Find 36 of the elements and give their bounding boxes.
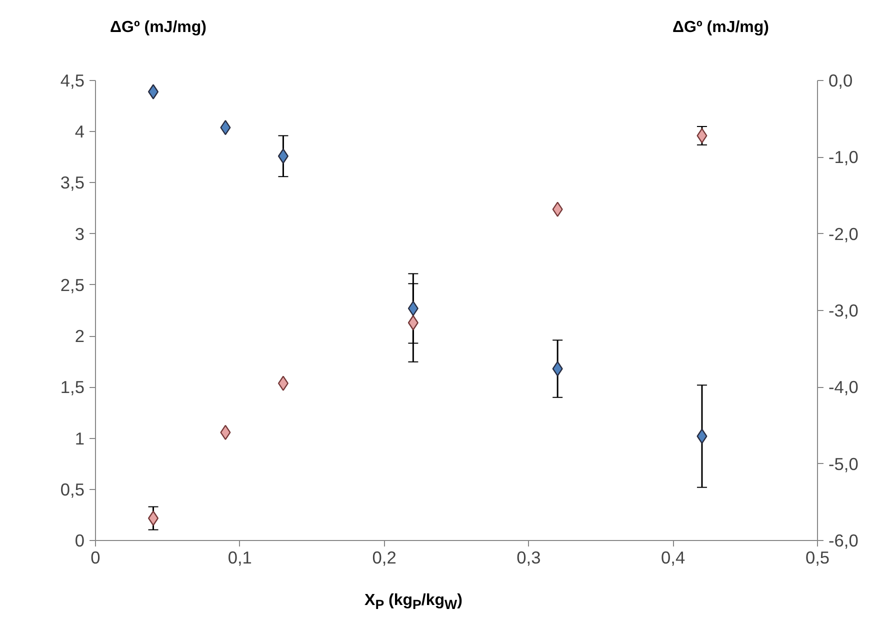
y2-tick-label: -6,0 bbox=[828, 530, 858, 550]
point bbox=[552, 361, 563, 376]
x-tick-label: 0,4 bbox=[661, 548, 686, 568]
point bbox=[278, 376, 288, 391]
y-tick-label: 1 bbox=[74, 428, 85, 448]
x-axis-title: X$_{P}$ (kg$_{P}$/kg$_{W}$) bbox=[364, 591, 464, 614]
y-tick-label: 3,5 bbox=[60, 172, 85, 193]
y2-tick-label: 0,0 bbox=[828, 70, 853, 90]
y-tick-label: 4,5 bbox=[60, 70, 85, 90]
point bbox=[278, 148, 288, 164]
y-tick-label: 3 bbox=[74, 224, 85, 244]
point bbox=[148, 84, 159, 100]
x-tick-label: 0,3 bbox=[516, 548, 541, 568]
y2-tick-label: -4,0 bbox=[828, 377, 858, 398]
point bbox=[696, 428, 708, 444]
y2-tick-label: -3,0 bbox=[828, 300, 858, 320]
y2-tick-label: -5,0 bbox=[828, 454, 858, 474]
y-tick-label: 2,5 bbox=[60, 274, 85, 295]
y-tick-label: 2 bbox=[74, 326, 85, 346]
x-tick-label: 0,2 bbox=[372, 548, 396, 568]
y-tick-label: 0 bbox=[74, 530, 85, 550]
y-tick-label: 1,5 bbox=[60, 377, 85, 398]
point bbox=[552, 202, 563, 217]
point bbox=[408, 315, 418, 330]
x-tick-label: 0 bbox=[90, 548, 100, 568]
x-tick-label: 0,1 bbox=[228, 548, 252, 568]
y-axis-title: ΔGº (mJ/mg) bbox=[109, 18, 206, 38]
x-tick-label: 0,5 bbox=[805, 548, 830, 568]
y2-axis-title: ΔGº (mJ/mg) bbox=[672, 18, 770, 38]
y-tick-label: 4 bbox=[74, 122, 85, 142]
point bbox=[696, 128, 708, 144]
y-tick-label: 0,5 bbox=[60, 479, 85, 500]
y2-tick-label: -1,0 bbox=[828, 147, 858, 168]
y2-tick-label: -2,0 bbox=[828, 224, 858, 244]
point bbox=[220, 424, 231, 440]
point bbox=[148, 510, 159, 526]
